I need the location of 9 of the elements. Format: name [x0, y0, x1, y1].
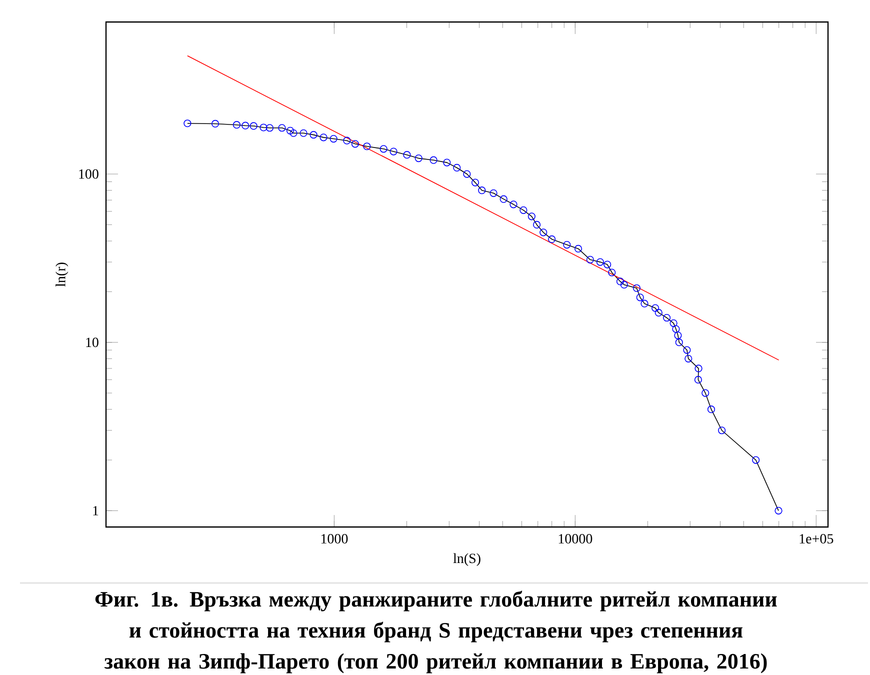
- y-tick-label: 10: [86, 338, 98, 348]
- y-axis-title: ln(r): [56, 262, 68, 287]
- x-tick-label: 1e+05: [800, 534, 834, 544]
- x-tick-label: 1000: [321, 534, 348, 544]
- text: Фиг. 1в. Връзка между ранжираните глобалните ритейл компании и стойността на техния бранд S представени чрез степенния закон на Зипф-Парето (топ 200 ритейл компании в Европа, 2016): [95, 590, 777, 674]
- y-tick-label: 1: [93, 506, 98, 516]
- x-axis-title: ln(S): [453, 553, 480, 566]
- y-tick-label: 100: [79, 169, 98, 179]
- x-tick-label: 10000: [558, 534, 592, 544]
